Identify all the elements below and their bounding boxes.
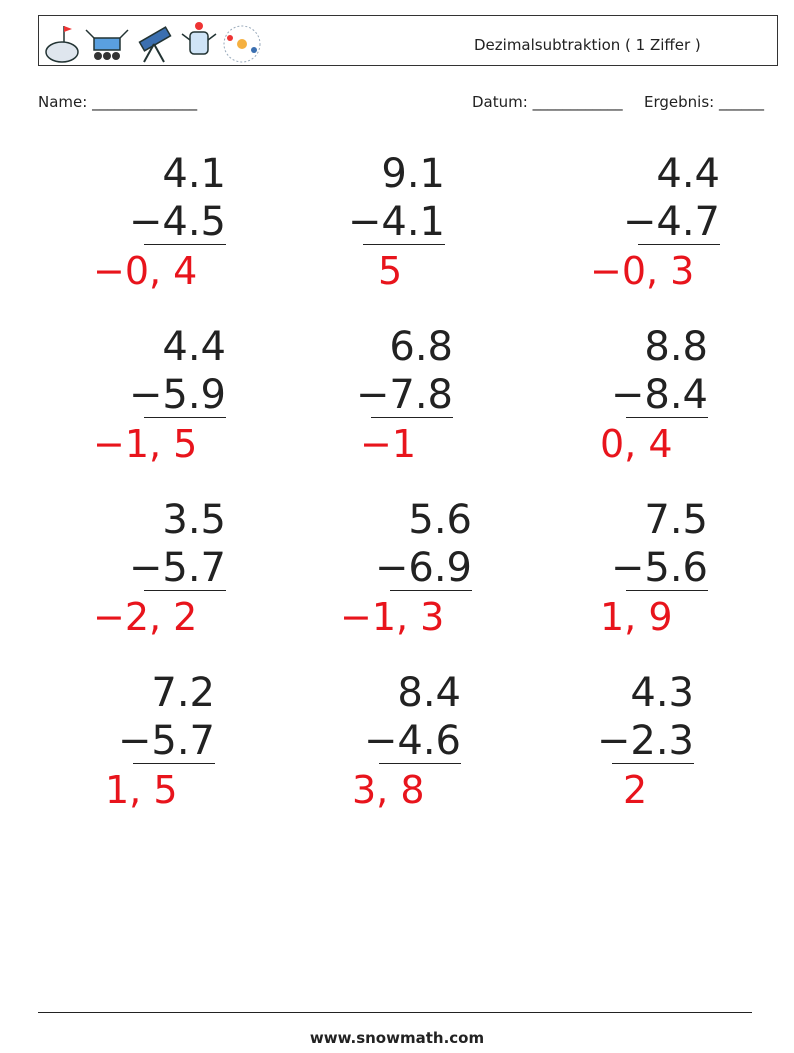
header-box bbox=[38, 15, 778, 66]
answer: −0, 4 bbox=[93, 249, 198, 293]
subtrahend: −4.1 bbox=[347, 199, 445, 245]
subtrahend: −5.7 bbox=[117, 718, 215, 764]
answer-line bbox=[144, 590, 226, 591]
answer: 1, 9 bbox=[600, 595, 673, 639]
answer-line bbox=[144, 244, 226, 245]
answer-line bbox=[626, 417, 708, 418]
answer: 0, 4 bbox=[600, 422, 673, 466]
answer: 2 bbox=[623, 768, 648, 812]
subtrahend: −5.7 bbox=[128, 545, 226, 591]
answer: −1, 3 bbox=[340, 595, 445, 639]
name-field: Name: ______________ bbox=[38, 93, 198, 111]
subtrahend: −2.3 bbox=[596, 718, 694, 764]
answer: −2, 2 bbox=[93, 595, 198, 639]
answer: 5 bbox=[378, 249, 403, 293]
footer-url: www.snowmath.com bbox=[309, 1029, 485, 1047]
answer: 3, 8 bbox=[352, 768, 425, 812]
header-icons bbox=[45, 22, 261, 63]
answer-line bbox=[379, 763, 461, 764]
footer-rule bbox=[38, 1012, 752, 1013]
answer-line bbox=[612, 763, 694, 764]
subtrahend: −7.8 bbox=[355, 372, 453, 418]
minuend: 4.4 bbox=[162, 324, 226, 370]
answer: −1, 5 bbox=[93, 422, 198, 466]
answer: −0, 3 bbox=[590, 249, 695, 293]
minuend: 7.2 bbox=[151, 670, 215, 716]
answer-line bbox=[626, 590, 708, 591]
minuend: 4.4 bbox=[656, 151, 720, 197]
subtrahend: −5.6 bbox=[610, 545, 708, 591]
header-title: Dezimalsubtraktion ( 1 Ziffer ) bbox=[474, 36, 701, 54]
minuend: 8.8 bbox=[644, 324, 708, 370]
subtrahend: −8.4 bbox=[610, 372, 708, 418]
result-field: Ergebnis: ______ bbox=[644, 93, 764, 111]
minuend: 3.5 bbox=[162, 497, 226, 543]
minuend: 4.1 bbox=[162, 151, 226, 197]
answer-line bbox=[133, 763, 215, 764]
answer-line bbox=[144, 417, 226, 418]
subtrahend: −6.9 bbox=[374, 545, 472, 591]
answer-line bbox=[638, 244, 720, 245]
answer-line bbox=[363, 244, 445, 245]
answer: −1 bbox=[360, 422, 417, 466]
minuend: 9.1 bbox=[381, 151, 445, 197]
minuend: 7.5 bbox=[644, 497, 708, 543]
subtrahend: −5.9 bbox=[128, 372, 226, 418]
minuend: 4.3 bbox=[630, 670, 694, 716]
minuend: 6.8 bbox=[389, 324, 453, 370]
minuend: 5.6 bbox=[408, 497, 472, 543]
answer: 1, 5 bbox=[105, 768, 178, 812]
answer-line bbox=[371, 417, 453, 418]
date-field: Datum: ____________ bbox=[472, 93, 623, 111]
subtrahend: −4.6 bbox=[363, 718, 461, 764]
answer-line bbox=[390, 590, 472, 591]
subtrahend: −4.5 bbox=[128, 199, 226, 245]
minuend: 8.4 bbox=[397, 670, 461, 716]
subtrahend: −4.7 bbox=[622, 199, 720, 245]
